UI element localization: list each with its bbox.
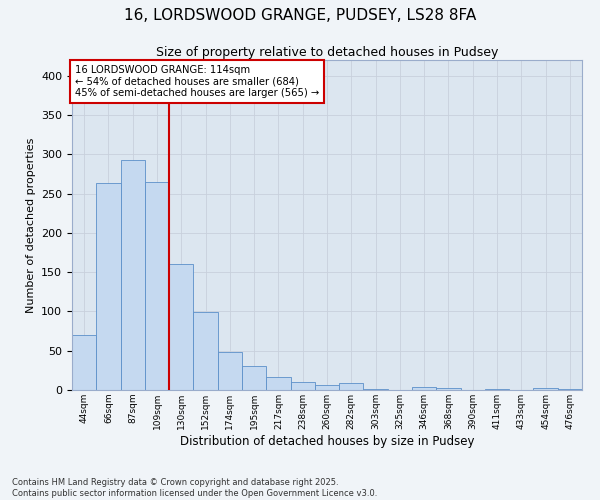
- Bar: [72, 335, 96, 390]
- Bar: [315, 384, 339, 390]
- Bar: [145, 182, 169, 390]
- Bar: [290, 382, 315, 390]
- Text: 16 LORDSWOOD GRANGE: 114sqm
← 54% of detached houses are smaller (684)
45% of se: 16 LORDSWOOD GRANGE: 114sqm ← 54% of det…: [74, 65, 319, 98]
- Text: Contains HM Land Registry data © Crown copyright and database right 2025.
Contai: Contains HM Land Registry data © Crown c…: [12, 478, 377, 498]
- Bar: [169, 264, 193, 390]
- X-axis label: Distribution of detached houses by size in Pudsey: Distribution of detached houses by size …: [180, 434, 474, 448]
- Bar: [242, 366, 266, 390]
- Bar: [218, 352, 242, 390]
- Bar: [533, 388, 558, 390]
- Bar: [96, 184, 121, 390]
- Bar: [121, 160, 145, 390]
- Bar: [558, 389, 582, 390]
- Bar: [339, 383, 364, 390]
- Bar: [364, 389, 388, 390]
- Bar: [266, 376, 290, 390]
- Bar: [436, 388, 461, 390]
- Title: Size of property relative to detached houses in Pudsey: Size of property relative to detached ho…: [156, 46, 498, 59]
- Bar: [485, 389, 509, 390]
- Bar: [193, 312, 218, 390]
- Text: 16, LORDSWOOD GRANGE, PUDSEY, LS28 8FA: 16, LORDSWOOD GRANGE, PUDSEY, LS28 8FA: [124, 8, 476, 22]
- Bar: [412, 387, 436, 390]
- Y-axis label: Number of detached properties: Number of detached properties: [26, 138, 35, 312]
